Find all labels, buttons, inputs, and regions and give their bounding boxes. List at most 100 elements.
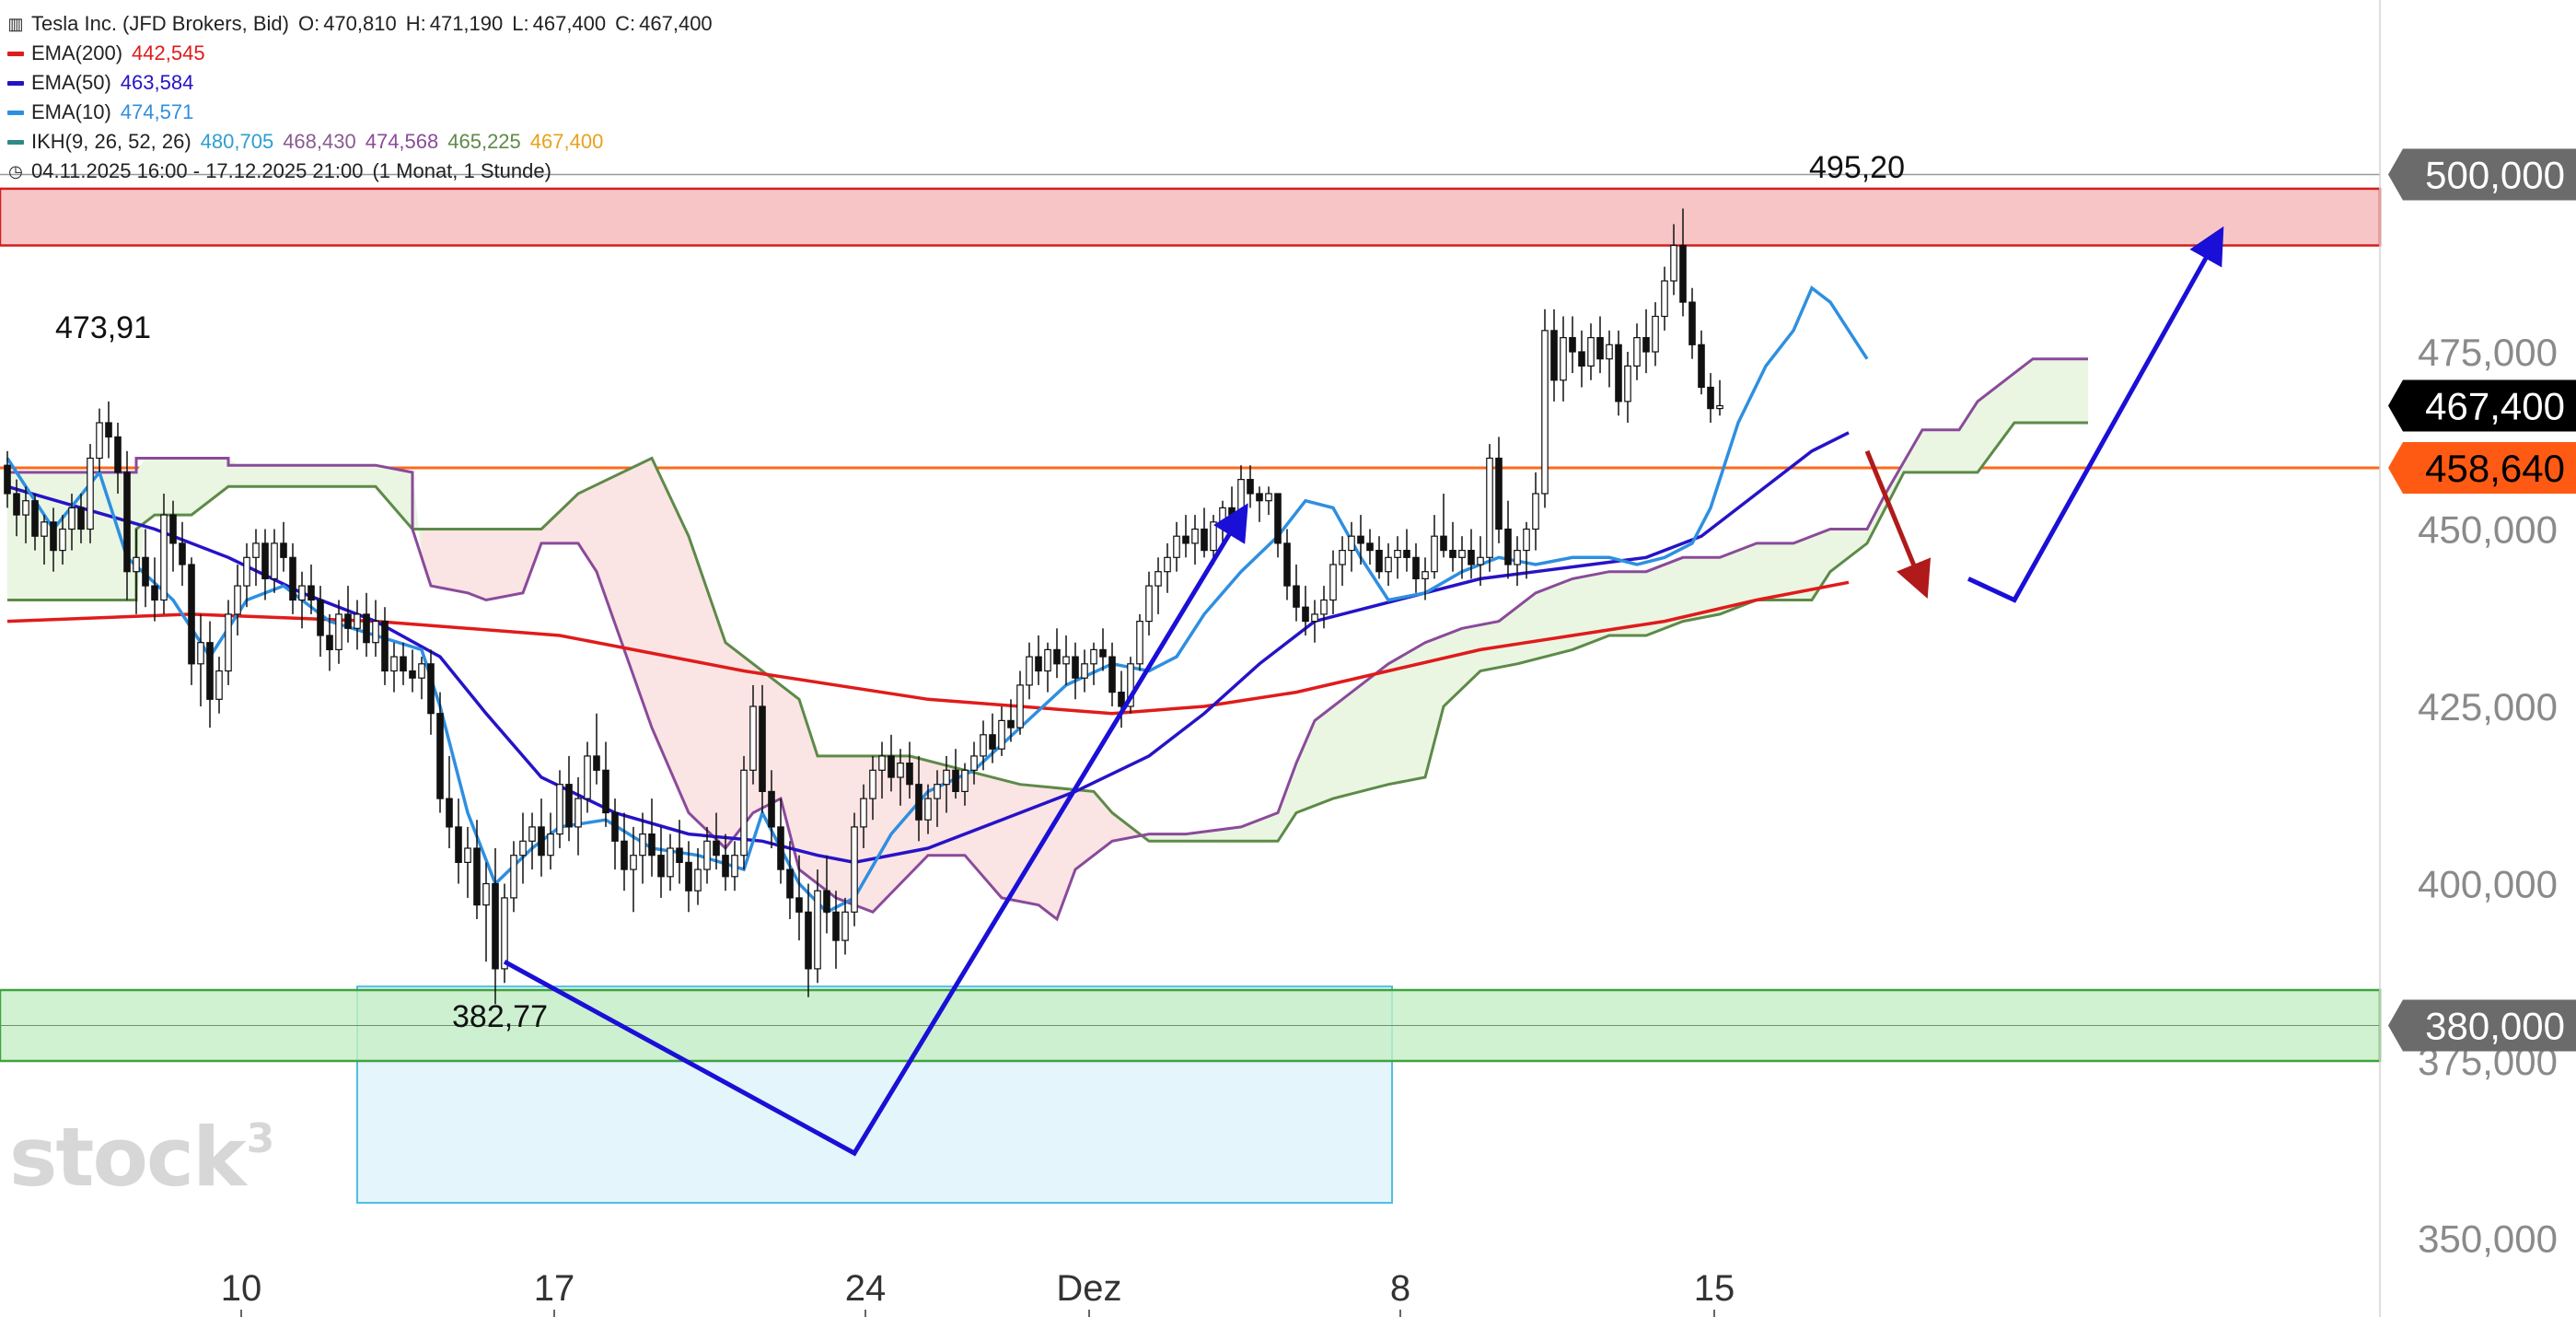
candle-body: [805, 911, 812, 970]
candle-body: [667, 847, 674, 878]
candle-body: [602, 769, 609, 814]
candle-body: [961, 769, 969, 792]
candle-body: [1661, 280, 1668, 318]
candle-body: [593, 755, 600, 771]
cloud-segment: [1351, 684, 1362, 795]
candle-body: [768, 790, 775, 828]
cloud-segment: [494, 529, 505, 599]
cloud-segment: [163, 458, 174, 516]
cloud-segment: [283, 464, 294, 487]
y-tick-label: 450,000: [2418, 508, 2558, 552]
cloud-segment: [1397, 652, 1408, 784]
ichimoku-span-a-line: [7, 357, 2088, 922]
candle-body: [584, 755, 591, 799]
candle-body: [786, 868, 794, 899]
ohlc-high-label: H:: [405, 12, 426, 35]
cloud-segment: [338, 464, 349, 487]
candle-body: [77, 507, 85, 530]
cloud-segment: [1452, 627, 1463, 698]
cloud-segment: [2069, 358, 2080, 424]
candle-body: [1311, 613, 1318, 623]
legend-ichimoku[interactable]: IKH(9, 26, 52, 26) 480,705 468,430 474,5…: [7, 127, 713, 157]
candle-body: [261, 542, 269, 580]
legend-ema50[interactable]: EMA(50) 463,584: [7, 68, 713, 98]
cloud-segment: [1535, 589, 1546, 659]
cloud-segment: [172, 458, 183, 516]
candle-body: [1468, 549, 1475, 565]
resistance-zone: [0, 187, 2382, 247]
candle-body: [1155, 571, 1162, 587]
candle-body: [1173, 535, 1180, 558]
candle-body: [354, 613, 361, 629]
cloud-segment: [1544, 585, 1555, 658]
candle-body: [1293, 585, 1300, 608]
candle-body: [713, 840, 720, 857]
ohlc-high-value: 471,190: [429, 12, 504, 35]
price-tag: [2388, 441, 2576, 494]
candle-body: [1633, 337, 1641, 367]
candle-body: [1624, 365, 1631, 402]
candle-body: [123, 472, 131, 573]
instrument-title: Tesla Inc. (JFD Brokers, Bid): [31, 12, 289, 35]
projection-layer: [503, 226, 2224, 1157]
candle-body: [215, 670, 223, 700]
clock-icon: ◷: [8, 162, 23, 181]
candle-body: [510, 855, 517, 899]
candle-body: [1504, 528, 1512, 565]
candle-body: [13, 493, 20, 516]
candle-body: [68, 507, 75, 530]
candle-body: [473, 847, 481, 906]
cloud-segment: [1028, 785, 1039, 905]
candle-body: [1348, 535, 1355, 552]
candle-body: [1283, 542, 1291, 587]
candle-body: [574, 798, 582, 828]
cloud-segment: [697, 562, 708, 832]
candle-body: [648, 833, 656, 857]
ichimoku-name: IKH(9, 26, 52, 26): [31, 130, 191, 153]
cloud-segment: [485, 529, 496, 600]
ema50-value: 463,584: [120, 71, 194, 94]
axis-layer: 350,000375,000400,000425,000450,000475,0…: [221, 0, 2576, 1317]
candle-body: [1412, 556, 1420, 579]
candle-body: [1007, 719, 1015, 728]
candle-body: [556, 784, 563, 835]
candle-body: [206, 642, 214, 700]
cloud-segment: [632, 461, 644, 702]
legend-ema200[interactable]: EMA(200) 442,545: [7, 39, 713, 68]
cloud-segment: [715, 615, 726, 849]
y-tick-label: 425,000: [2418, 685, 2558, 728]
y-tick-label: 475,000: [2418, 331, 2558, 374]
legend-range-row: ◷ 04.11.2025 16:00 - 17.12.2025 21:00 (1…: [7, 157, 713, 186]
price-annotation: 382,77: [452, 999, 548, 1034]
x-tick-label: 8: [1390, 1268, 1410, 1309]
candle-body: [169, 514, 177, 544]
candle-body: [317, 599, 324, 636]
candle-body: [1026, 656, 1033, 686]
candle-body: [1329, 564, 1337, 601]
candle-body: [151, 585, 158, 601]
legend-ema10[interactable]: EMA(10) 474,571: [7, 98, 713, 127]
candle-body: [851, 826, 858, 913]
candle-body: [307, 585, 315, 601]
cloud-segment: [1443, 631, 1454, 707]
cloud-segment: [448, 529, 459, 592]
cloud-segment: [1074, 789, 1085, 870]
candle-body: [280, 542, 287, 558]
candle-body: [814, 890, 821, 970]
candle-body: [943, 769, 950, 786]
x-tick-label: 24: [845, 1268, 887, 1309]
cloud-segment: [458, 529, 469, 594]
candle-body: [298, 585, 306, 601]
candle-body: [989, 734, 996, 750]
candle-body: [1108, 656, 1116, 693]
candle-body: [906, 762, 913, 786]
candle-body: [1366, 542, 1374, 552]
candle-body: [492, 882, 499, 970]
candle-body: [759, 705, 766, 793]
candle-body: [1670, 244, 1677, 282]
candle-body: [335, 613, 342, 651]
candle-body: [160, 514, 168, 601]
zones-layer: [0, 173, 2382, 1205]
ohlc-low-value: 467,400: [532, 12, 607, 35]
